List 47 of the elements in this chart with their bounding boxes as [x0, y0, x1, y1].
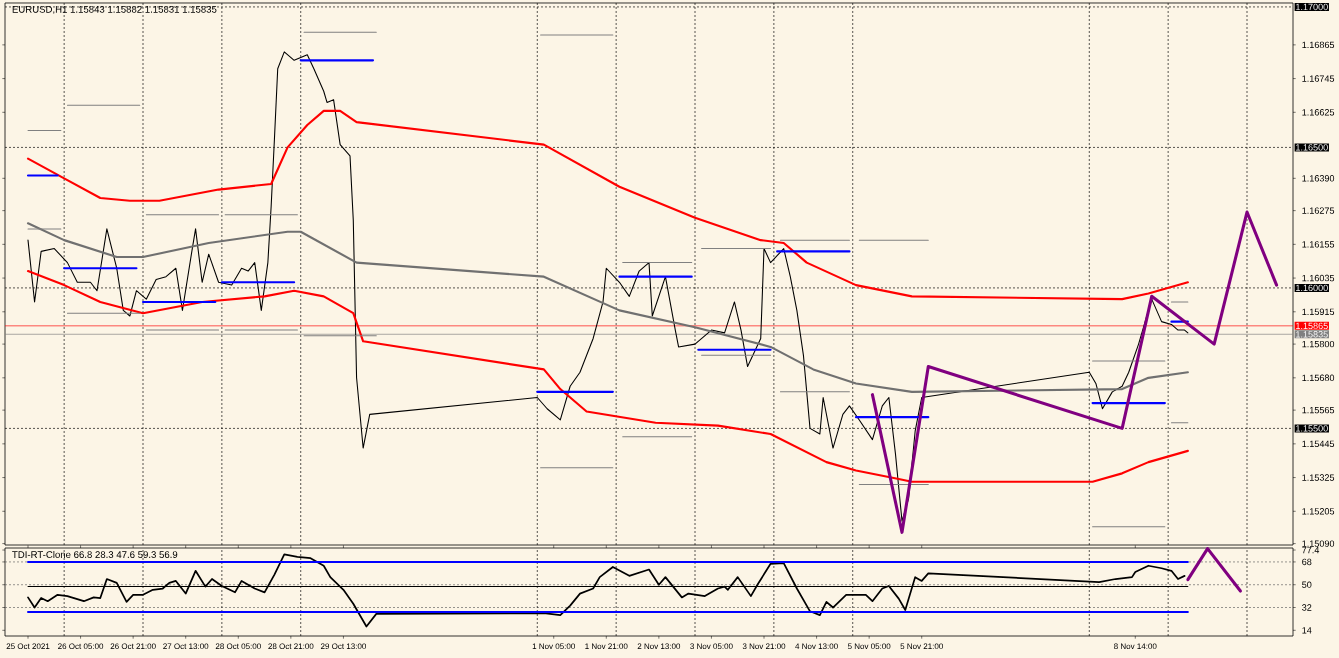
- y-tick-label: 1.15915: [1302, 308, 1335, 315]
- y-tick-label: 14: [1302, 627, 1312, 634]
- y-tick-label: 1.16745: [1302, 75, 1335, 82]
- line-series: [870, 210, 1279, 534]
- y-tick-label: 77.4: [1302, 546, 1320, 554]
- y-tick-label: 1.15325: [1302, 474, 1335, 481]
- y-tick-label: 68: [1302, 558, 1312, 566]
- ref-line-label: 1.15865: [1296, 322, 1328, 330]
- x-tick-label: 3 Nov 21:00: [742, 643, 786, 650]
- x-tick-label: 1 Nov 21:00: [585, 643, 628, 650]
- x-tick-label: 8 Nov 14:00: [1114, 643, 1157, 650]
- y-tick-label: 1.16390: [1302, 175, 1335, 182]
- x-tick-label: 3 Nov 05:00: [690, 643, 733, 650]
- x-tick-label: 4 Nov 13:00: [795, 643, 838, 650]
- y-tick-label: 1.15205: [1302, 508, 1335, 515]
- ref-line-label: 1.17000: [1296, 3, 1328, 11]
- y-tick-label: 1.15565: [1302, 406, 1335, 414]
- y-tick-label: 32: [1302, 604, 1312, 611]
- y-tick-label: 1.16035: [1302, 274, 1335, 282]
- x-tick-label: 25 Oct 2021: [6, 643, 50, 650]
- x-tick-label: 2 Nov 13:00: [637, 643, 681, 650]
- line-series: [26, 109, 1189, 301]
- ref-line-label: 1.16000: [1296, 284, 1328, 292]
- y-tick-label: 1.15680: [1302, 374, 1335, 382]
- x-tick-label: 5 Nov 05:00: [847, 643, 891, 650]
- y-tick-label: 1.16865: [1302, 41, 1335, 49]
- y-tick-label: 1.16155: [1302, 241, 1335, 248]
- ref-line-label: 1.16500: [1296, 144, 1328, 151]
- x-tick-label: 5 Nov 21:00: [900, 643, 943, 650]
- y-tick-label: 1.15090: [1302, 540, 1335, 547]
- x-tick-label: 28 Oct 05:00: [215, 643, 261, 650]
- y-tick-label: 1.15800: [1302, 340, 1335, 348]
- y-tick-label: 50: [1302, 581, 1312, 588]
- x-tick-label: 27 Oct 13:00: [163, 643, 209, 650]
- x-tick-label: 1 Nov 05:00: [532, 643, 575, 650]
- line-series: [26, 222, 1189, 393]
- x-tick-label: 26 Oct 05:00: [58, 643, 104, 650]
- x-tick-label: 28 Oct 21:00: [268, 643, 314, 650]
- chart-title: TDI-RT-Clone 66.8 28.3 47.6 59.3 56.9: [12, 550, 178, 558]
- ref-line-label: 1.15500: [1296, 425, 1328, 432]
- ref-line-label: 1.15835: [1296, 331, 1328, 338]
- y-tick-label: 1.16275: [1302, 207, 1335, 214]
- x-tick-label: 29 Oct 13:00: [320, 643, 367, 650]
- chart-title: EURUSD,H1 1.15843 1.15882 1.15831 1.15835: [12, 5, 217, 14]
- x-tick-label: 26 Oct 21:00: [110, 643, 156, 650]
- y-tick-label: 1.15445: [1302, 440, 1335, 448]
- y-tick-label: 1.16625: [1302, 109, 1335, 116]
